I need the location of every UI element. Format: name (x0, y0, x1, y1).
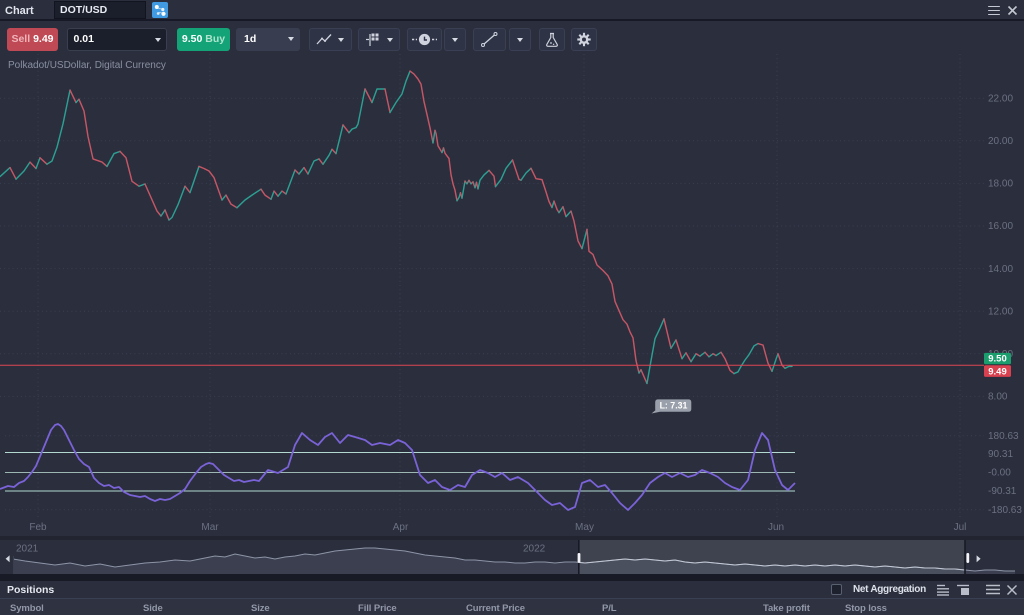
svg-text:Apr: Apr (393, 522, 409, 533)
svg-text:-0.00: -0.00 (988, 468, 1011, 479)
svg-text:Jun: Jun (768, 522, 784, 533)
svg-text:9.50: 9.50 (988, 354, 1007, 365)
svg-text:12.00: 12.00 (988, 306, 1013, 317)
svg-text:-90.31: -90.31 (988, 486, 1017, 497)
svg-text:8.00: 8.00 (988, 392, 1008, 403)
svg-text:90.31: 90.31 (988, 449, 1013, 460)
svg-text:2022: 2022 (523, 544, 546, 555)
svg-text:Jul: Jul (954, 522, 967, 533)
svg-text:L: 7.31: L: 7.31 (660, 401, 688, 411)
svg-text:Polkadot/USDollar, Digital Cur: Polkadot/USDollar, Digital Currency (8, 60, 166, 71)
svg-text:-180.63: -180.63 (988, 505, 1022, 516)
svg-text:22.00: 22.00 (988, 93, 1013, 104)
svg-text:20.00: 20.00 (988, 136, 1013, 147)
svg-text:2021: 2021 (16, 544, 39, 555)
svg-text:16.00: 16.00 (988, 221, 1013, 232)
svg-text:Mar: Mar (201, 522, 219, 533)
svg-text:18.00: 18.00 (988, 179, 1013, 190)
svg-text:May: May (575, 522, 594, 533)
svg-text:14.00: 14.00 (988, 264, 1013, 275)
svg-text:180.63: 180.63 (988, 431, 1019, 442)
svg-text:Feb: Feb (29, 522, 47, 533)
svg-text:9.49: 9.49 (988, 367, 1007, 378)
